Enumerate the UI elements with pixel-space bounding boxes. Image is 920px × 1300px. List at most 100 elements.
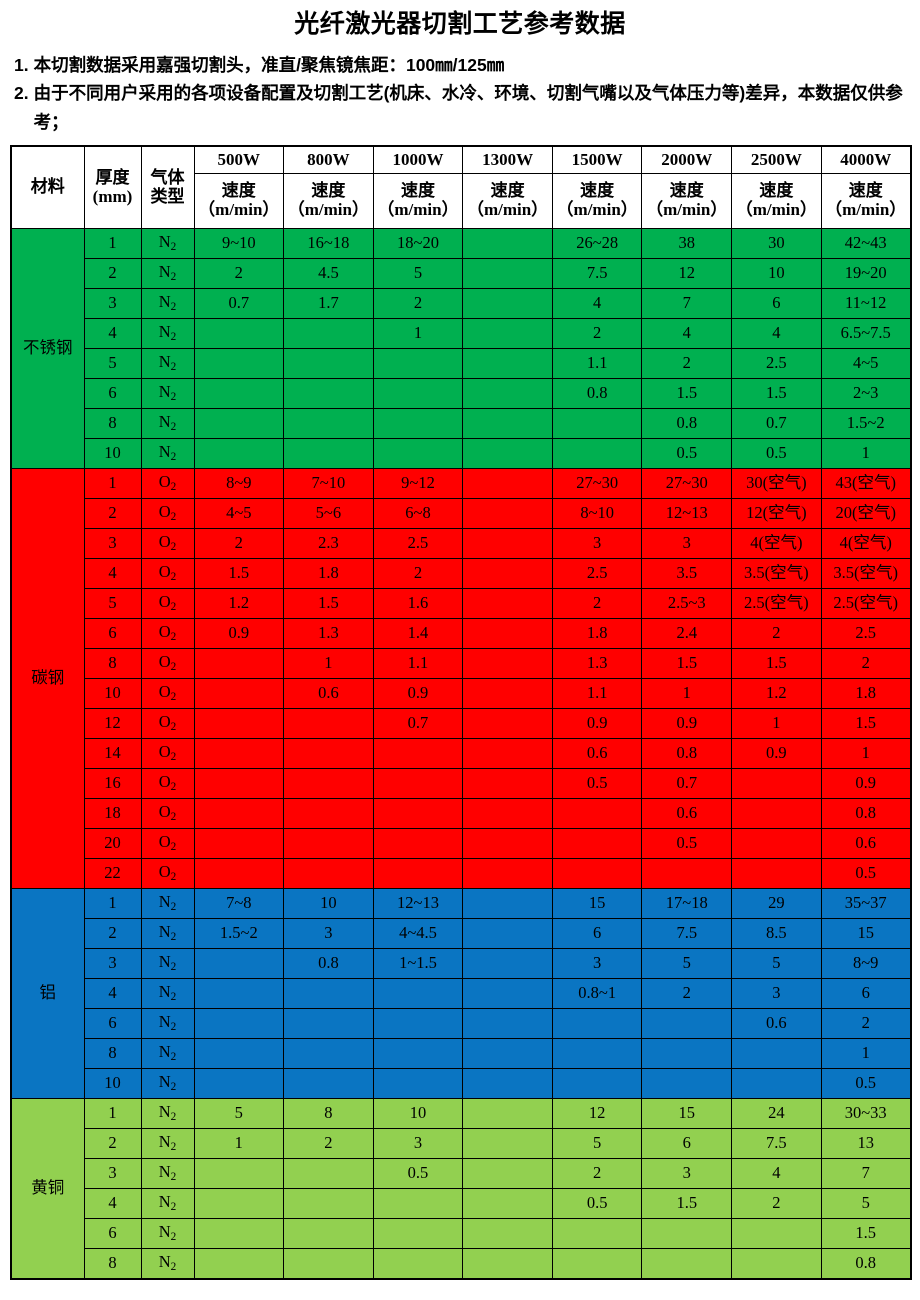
header-speed-4000w: 速度 （m/min） <box>820 173 912 230</box>
speed-cell-4000w: 35~37 <box>820 888 912 920</box>
speed-cell-1300w <box>462 378 553 410</box>
speed-cell-1500w: 1.1 <box>551 678 643 710</box>
speed-cell-2000w: 1 <box>641 678 733 710</box>
speed-cell-2500w <box>731 798 822 830</box>
speed-cell-2000w <box>641 1248 733 1280</box>
speed-cell-4000w: 4~5 <box>820 348 912 380</box>
speed-cell-2000w <box>641 858 733 890</box>
speed-cell-800w <box>283 1038 374 1070</box>
speed-cell-1000w <box>372 1188 464 1220</box>
gas-type-cell: N2 <box>140 918 195 950</box>
speed-cell-1300w <box>462 288 553 320</box>
speed-cell-500w: 1.5 <box>193 558 285 590</box>
speed-cell-800w: 3 <box>283 918 374 950</box>
speed-cell-1500w: 4 <box>551 288 643 320</box>
speed-cell-1500w: 0.8 <box>551 378 643 410</box>
speed-cell-4000w: 1.5~2 <box>820 408 912 440</box>
speed-cell-1300w <box>462 828 553 860</box>
speed-cell-1000w: 0.7 <box>372 708 464 740</box>
speed-cell-800w: 1 <box>283 648 374 680</box>
speed-cell-500w: 9~10 <box>193 228 285 260</box>
speed-cell-1300w <box>462 738 553 770</box>
speed-cell-1300w <box>462 318 553 350</box>
thickness-cell: 3 <box>83 528 142 560</box>
speed-cell-1000w: 2 <box>372 288 464 320</box>
material-cell-carbon: 碳钢 <box>10 468 85 890</box>
speed-cell-4000w: 1.5 <box>820 1218 912 1250</box>
speed-cell-4000w: 13 <box>820 1128 912 1160</box>
thickness-cell: 4 <box>83 558 142 590</box>
material-cell-brass: 黄铜 <box>10 1098 85 1280</box>
table-row: 不锈钢 1 N2 9~10 16~18 18~20 26~28 38 30 42~43 <box>10 228 912 470</box>
speed-cell-1300w <box>462 918 553 950</box>
speed-cell-1500w: 2.5 <box>551 558 643 590</box>
thickness-cell: 6 <box>83 1008 142 1040</box>
speed-cell-1000w: 2.5 <box>372 528 464 560</box>
speed-cell-800w <box>283 1158 374 1190</box>
speed-cell-1500w: 7.5 <box>551 258 643 290</box>
speed-cell-800w <box>283 1008 374 1040</box>
speed-cell-2000w: 7.5 <box>641 918 733 950</box>
speed-cell-1300w <box>462 1158 553 1190</box>
note-text: 由于不同用户采用的各项设备配置及切割工艺(机床、水冷、环境、切割气嘴以及气体压力… <box>33 83 903 132</box>
speed-cell-500w: 1.2 <box>193 588 285 620</box>
speed-cell-1000w <box>372 1218 464 1250</box>
speed-cell-2500w <box>731 828 822 860</box>
header-speed-2500w: 速度 （m/min） <box>731 173 822 230</box>
table-container: 材料 厚度 (mm) 气体 类型 500W 800W 1000W 1300W 1… <box>0 136 920 1281</box>
thickness-cell: 5 <box>83 588 142 620</box>
table-row: 12 O2 0.7 0.9 0.9 1 1.5 <box>11 708 912 740</box>
speed-cell-2500w <box>731 1248 822 1280</box>
gas-type-cell: O2 <box>140 738 195 770</box>
header-speed-1500w: 速度 （m/min） <box>551 173 643 230</box>
speed-cell-2000w: 0.5 <box>641 828 733 860</box>
gas-type-cell: O2 <box>140 678 195 710</box>
speed-cell-2500w: 1 <box>731 708 822 740</box>
gas-type-cell: N2 <box>140 888 195 920</box>
speed-cell-1300w <box>462 1038 553 1070</box>
speed-cell-1500w: 0.8~1 <box>551 978 643 1010</box>
table-row: 3 N2 0.5 2 3 4 7 <box>11 1158 912 1190</box>
speed-cell-1500w: 2 <box>551 1158 643 1190</box>
speed-cell-1000w: 18~20 <box>372 228 464 260</box>
gas-type-cell: O2 <box>140 858 195 890</box>
speed-cell-2500w <box>731 768 822 800</box>
thickness-cell: 10 <box>83 438 142 470</box>
speed-cell-800w: 1.8 <box>283 558 374 590</box>
speed-cell-2000w: 1.5 <box>641 378 733 410</box>
speed-cell-1000w <box>372 768 464 800</box>
table-row: 14 O2 0.6 0.8 0.9 1 <box>11 738 912 770</box>
thickness-cell: 2 <box>83 258 142 290</box>
speed-cell-4000w: 4(空气) <box>820 528 912 560</box>
speed-cell-1500w <box>551 1218 643 1250</box>
speed-cell-2500w: 2.5(空气) <box>731 588 822 620</box>
speed-cell-1300w <box>462 798 553 830</box>
speed-cell-500w: 5 <box>193 1098 285 1130</box>
table-row: 3 O2 2 2.3 2.5 3 3 4(空气) 4(空气) <box>11 528 912 560</box>
note-number: 1. <box>14 55 29 75</box>
speed-cell-1500w: 1.3 <box>551 648 643 680</box>
thickness-cell: 8 <box>83 1038 142 1070</box>
thickness-cell: 10 <box>83 678 142 710</box>
speed-cell-1500w: 8~10 <box>551 498 643 530</box>
speed-cell-1300w <box>462 588 553 620</box>
speed-cell-1000w: 0.9 <box>372 678 464 710</box>
speed-cell-2500w: 10 <box>731 258 822 290</box>
speed-cell-4000w: 0.5 <box>820 1068 912 1100</box>
table-row: 18 O2 0.6 0.8 <box>11 798 912 830</box>
speed-cell-1000w: 1.6 <box>372 588 464 620</box>
speed-cell-2000w: 12 <box>641 258 733 290</box>
speed-cell-500w <box>193 948 285 980</box>
table-row: 碳钢 1 O2 8~9 7~10 9~12 27~30 27~30 30(空气) 43(空气) <box>10 468 912 890</box>
speed-cell-1500w: 3 <box>551 528 643 560</box>
thickness-cell: 2 <box>83 1128 142 1160</box>
table-row: 4 N2 1 2 4 4 6.5~7.5 <box>11 318 912 350</box>
gas-type-cell: O2 <box>140 798 195 830</box>
speed-cell-1500w <box>551 798 643 830</box>
header-power-4000w: 4000W <box>820 145 912 175</box>
header-gas-type: 气体 类型 <box>140 145 195 230</box>
speed-cell-4000w: 0.6 <box>820 828 912 860</box>
speed-cell-800w <box>283 978 374 1010</box>
speed-cell-1000w: 1 <box>372 318 464 350</box>
